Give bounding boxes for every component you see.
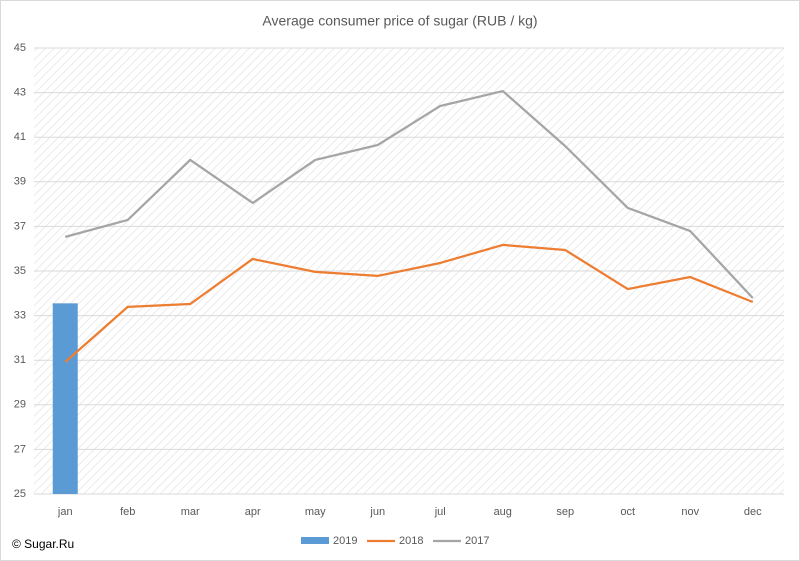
legend-label: 2018 [399, 535, 423, 547]
y-tick-label: 41 [14, 131, 26, 143]
x-tick-label: jun [369, 506, 385, 518]
line [64, 243, 754, 363]
y-tick-label: 39 [14, 176, 26, 188]
y-tick-label: 45 [14, 42, 26, 54]
x-tick-label: oct [620, 506, 635, 518]
x-tick-label: may [305, 506, 326, 518]
line [64, 89, 754, 299]
x-tick-label: apr [245, 506, 261, 518]
y-tick-label: 33 [14, 310, 26, 322]
watermark: © Sugar.Ru [12, 537, 74, 551]
y-tick-label: 29 [14, 399, 26, 411]
x-tick-label: feb [120, 506, 135, 518]
y-tick-label: 25 [14, 488, 26, 500]
chart-title: Average consumer price of sugar (RUB / k… [262, 13, 537, 29]
x-tick-label: nov [681, 506, 699, 518]
legend-swatch [301, 537, 329, 544]
x-tick-label: sep [556, 506, 574, 518]
y-tick-label: 31 [14, 354, 26, 366]
x-tick-label: mar [181, 506, 200, 518]
x-tick-label: dec [744, 506, 762, 518]
x-tick-label: jan [57, 506, 73, 518]
bar [52, 303, 78, 494]
y-tick-label: 27 [14, 443, 26, 455]
y-tick-label: 35 [14, 265, 26, 277]
y-tick-label: 37 [14, 220, 26, 232]
legend-label: 2019 [333, 535, 357, 547]
x-tick-label: aug [494, 506, 512, 518]
x-tick-label: jul [434, 506, 446, 518]
legend-label: 2017 [465, 535, 489, 547]
y-tick-label: 43 [14, 87, 26, 99]
